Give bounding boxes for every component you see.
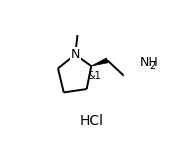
Text: N: N — [71, 48, 80, 61]
Text: NH: NH — [140, 56, 158, 69]
Text: &1: &1 — [88, 71, 102, 81]
Text: 2: 2 — [149, 61, 155, 71]
Polygon shape — [91, 58, 108, 66]
Text: HCl: HCl — [79, 114, 103, 128]
